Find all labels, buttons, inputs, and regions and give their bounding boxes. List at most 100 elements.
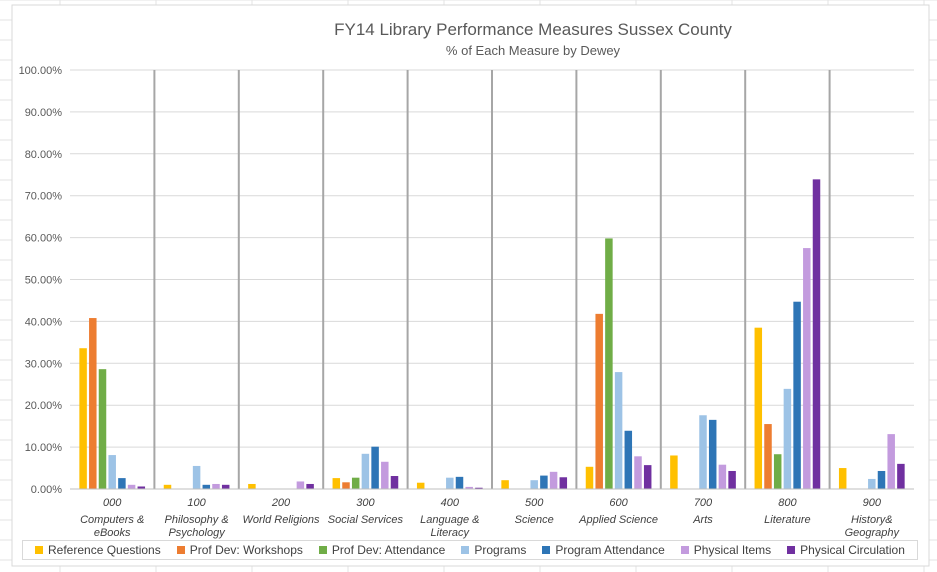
bar-300-0 — [332, 478, 341, 489]
bar-600-0 — [585, 466, 594, 489]
category-name-label: Literacy — [431, 527, 471, 539]
bar-300-1 — [342, 482, 350, 489]
bar-200-6 — [306, 483, 314, 489]
legend-label: Reference Questions — [48, 543, 161, 557]
category-code-label: 800 — [778, 497, 797, 509]
y-tick-label: 70.00% — [25, 191, 63, 203]
bar-800-3 — [783, 388, 792, 489]
bar-900-3 — [868, 478, 876, 489]
bar-000-2 — [98, 369, 107, 489]
legend-item[interactable]: Physical Items — [680, 543, 772, 557]
bar-500-3 — [530, 480, 538, 489]
category-name-label: Computers & — [80, 514, 144, 526]
bar-800-5 — [803, 248, 811, 489]
chart-title: FY14 Library Performance Measures Sussex… — [334, 20, 732, 39]
legend-label: Physical Items — [693, 543, 772, 557]
bar-400-0 — [416, 482, 425, 489]
bar-200-5 — [296, 481, 305, 489]
legend-label: Prof Dev: Attendance — [331, 543, 446, 557]
bar-600-5 — [634, 456, 642, 489]
y-tick-label: 80.00% — [25, 149, 63, 161]
bar-300-4 — [371, 446, 379, 489]
bar-400-6 — [475, 487, 483, 489]
bar-800-6 — [812, 179, 821, 489]
bar-900-0 — [838, 468, 847, 489]
category-name-label: Social Services — [328, 514, 404, 526]
bar-000-5 — [127, 484, 136, 489]
category-code-label: 400 — [441, 497, 460, 509]
bar-800-0 — [754, 327, 763, 489]
legend-swatch — [176, 546, 185, 554]
category-code-label: 500 — [525, 497, 544, 509]
y-tick-label: 0.00% — [31, 484, 62, 496]
category-name-label: Arts — [692, 514, 713, 526]
category-code-label: 300 — [356, 497, 375, 509]
bar-300-2 — [351, 477, 360, 489]
bar-600-1 — [595, 313, 603, 489]
category-code-label: 900 — [863, 497, 882, 509]
legend-swatch — [680, 546, 689, 554]
bar-300-6 — [390, 476, 399, 489]
bar-000-3 — [108, 455, 116, 489]
category-name-label: Philosophy & — [164, 514, 228, 526]
legend-item[interactable]: Prof Dev: Workshops — [176, 543, 303, 557]
legend-item[interactable]: Prof Dev: Attendance — [318, 543, 446, 557]
category-code-label: 100 — [187, 497, 206, 509]
category-code-label: 600 — [609, 497, 628, 509]
bar-500-6 — [559, 477, 568, 489]
bar-900-6 — [897, 463, 905, 489]
bar-100-6 — [221, 484, 230, 489]
legend-item[interactable]: Physical Circulation — [787, 543, 905, 557]
category-name-label: Psychology — [168, 527, 226, 539]
legend-item[interactable]: Program Attendance — [542, 543, 665, 557]
legend-label: Program Attendance — [555, 543, 665, 557]
bar-800-2 — [773, 454, 782, 489]
bar-600-3 — [614, 372, 623, 489]
bar-700-4 — [708, 419, 717, 489]
legend-item[interactable]: Reference Questions — [35, 543, 161, 557]
legend-item[interactable]: Programs — [461, 543, 526, 557]
category-name-label: World Religions — [242, 514, 320, 526]
bar-000-1 — [89, 318, 97, 489]
bar-100-3 — [192, 465, 201, 489]
y-tick-label: 10.00% — [25, 442, 63, 454]
legend-swatch — [542, 546, 551, 554]
bar-300-3 — [361, 453, 370, 489]
bar-400-4 — [455, 476, 464, 489]
legend-swatch — [461, 546, 470, 554]
category-code-label: 200 — [271, 497, 291, 509]
category-code-label: 000 — [103, 497, 122, 509]
bar-100-0 — [163, 484, 172, 489]
bar-500-5 — [549, 471, 558, 489]
category-name-label: Science — [515, 514, 554, 526]
category-code-label: 700 — [694, 497, 713, 509]
category-name-label: History& — [851, 514, 893, 526]
y-tick-label: 60.00% — [25, 233, 63, 245]
bar-300-5 — [381, 461, 389, 489]
y-tick-label: 20.00% — [25, 400, 63, 412]
y-tick-label: 30.00% — [25, 358, 63, 370]
category-name-label: Geography — [845, 527, 901, 539]
bar-100-4 — [202, 484, 211, 489]
bar-800-4 — [793, 301, 801, 489]
chart-legend[interactable]: Reference Questions Prof Dev: Workshops Pr… — [22, 540, 918, 560]
bar-400-5 — [465, 486, 473, 489]
bar-200-0 — [248, 483, 256, 489]
bar-500-0 — [501, 480, 509, 489]
bar-500-4 — [540, 475, 548, 489]
legend-label: Programs — [474, 543, 527, 557]
bar-000-6 — [137, 486, 146, 489]
y-tick-label: 90.00% — [25, 107, 63, 119]
bar-000-4 — [118, 478, 126, 489]
bar-800-1 — [764, 424, 772, 489]
bar-100-5 — [212, 483, 220, 489]
bar-900-4 — [877, 470, 886, 489]
bar-700-6 — [728, 470, 736, 489]
y-tick-label: 100.00% — [19, 65, 63, 77]
category-name-label: eBooks — [94, 527, 131, 539]
legend-swatch — [787, 546, 796, 554]
y-tick-label: 50.00% — [25, 275, 63, 287]
bar-700-0 — [670, 455, 678, 489]
category-name-label: Applied Science — [578, 514, 658, 526]
